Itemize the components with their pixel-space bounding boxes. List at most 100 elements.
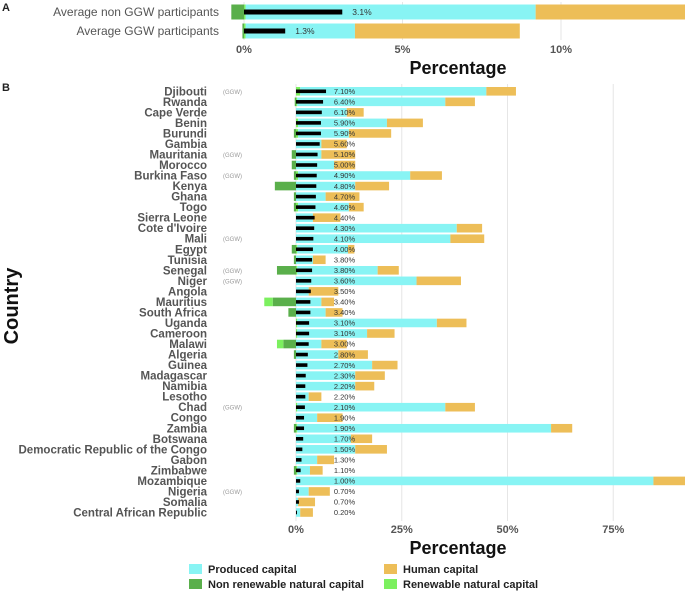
value-label: 3.80% [334,255,356,264]
ggw-tag: (GGW) [223,237,242,243]
value-label: 4.90% [334,171,356,180]
panel-a-row-label: Average non GGW participants [53,5,219,19]
value-label: 5.60% [334,140,356,149]
bar-human [416,276,461,286]
growth-marker [296,300,311,304]
bar-human [350,434,373,444]
bar-produced [296,223,457,233]
value-label: 1.70% [334,434,356,443]
country-row-burkina-faso: Burkina Faso (GGW) 4.90% [134,171,442,183]
country-label: Namibia [162,381,207,393]
value-label: 3.60% [334,277,356,286]
country-label: Mauritius [156,297,207,309]
growth-marker [296,152,318,157]
country-row-egypt: Egypt 4.00% [175,244,355,256]
bar-human [321,139,347,149]
country-label: Democratic Republic of the Congo [19,444,208,456]
country-row-benin: Benin 5.90% [175,118,423,130]
bar-nonrenewable [293,466,296,475]
bar-human [338,350,368,359]
country-label: Tunisia [168,255,208,267]
bar-human [317,413,343,423]
value-label: 4.80% [334,182,356,191]
panel-b: 0% 25% 50% 75% Djibouti (GGW) 7.10% Rwanda 6.40%… [19,84,685,536]
panel-b-label: B [2,82,10,94]
country-row-cape-verde: Cape Verde 6.10% [144,107,364,119]
panel-b-x-axis-title: Percentage [409,538,506,558]
bar-human [456,223,483,233]
value-label: 5.90% [334,119,356,128]
bar-produced [298,129,349,138]
growth-marker [296,384,306,388]
country-label: Lesotho [162,392,207,404]
ggw-tag: (GGW) [223,269,242,275]
legend-swatch-produced [189,564,202,574]
bar-produced [296,434,351,444]
country-label: Guinea [168,360,208,372]
growth-marker [296,173,317,178]
bar-human [355,445,387,454]
bar-human [298,497,316,507]
country-label: Burkina Faso [134,171,207,183]
growth-marker [296,489,299,494]
country-row-cote-d-ivoire: Cote d'Ivoire 4.30% [138,223,483,235]
country-row-madagascar: Madagascar 2.30% [141,371,385,383]
growth-marker [296,142,320,146]
bar-produced [296,276,417,286]
value-label: 1.90% [334,413,356,422]
country-row-zambia: Zambia 1.90% [167,423,573,435]
country-row-sierra-leone: Sierra Leone 4.40% [137,213,355,225]
country-label: Mauritania [149,149,207,161]
growth-marker [296,110,322,115]
country-label: Madagascar [141,371,208,383]
value-label: 0.70% [334,498,356,507]
value-label: 3.80% [334,266,356,275]
bar-nonrenewable [293,192,296,201]
growth-marker [296,194,316,199]
bar-human [321,297,335,307]
bar-produced [300,87,487,96]
bar-nonrenewable [276,266,296,275]
growth-marker [296,215,315,220]
country-row-senegal: Senegal (GGW) 3.80% [163,265,399,277]
country-label: Mozambique [137,476,207,488]
bar-human [377,266,399,275]
bar-renewable [264,297,273,307]
country-label: Somalia [163,497,208,509]
country-label: Botswana [153,434,208,446]
growth-marker [296,426,305,431]
panel-a-x-axis-title: Percentage [409,58,506,78]
growth-marker [296,447,303,452]
panel-b-x-tick-label: 75% [602,524,624,536]
country-label: Cote d'Ivoire [138,223,207,235]
country-row-cameroon: Cameroon 3.10% [150,328,395,340]
country-row-lesotho: Lesotho 2.20% [162,392,355,404]
country-row-democratic-republic-of-the-congo: Democratic Republic of the Congo 1.50% [19,444,387,456]
bar-produced [298,171,411,180]
bar-nonrenewable [293,350,296,359]
country-label: Central African Republic [73,508,207,520]
country-row-togo: Togo 4.60% [180,202,364,214]
value-label: 5.90% [334,129,356,138]
country-row-mozambique: Mozambique 1.00% [137,476,685,488]
bar-nonrenewable [293,171,296,180]
panel-a-marker [244,9,343,15]
panel-a: 0% 5% 10% Average non GGW participants 3.1% A… [53,2,685,56]
growth-marker [296,415,305,420]
bar-nonrenewable [274,181,296,191]
value-label: 2.20% [334,392,356,401]
growth-marker [296,226,315,230]
legend-label-human: Human capital [403,564,478,576]
bar-human [551,423,573,433]
growth-marker [296,257,313,262]
country-row-angola: Angola 3.50% [168,286,355,298]
growth-marker [296,321,310,325]
panel-a-bar-produced [245,4,536,20]
value-label: 3.40% [334,308,356,317]
bar-produced [296,371,356,380]
country-row-kenya: Kenya 4.80% [172,181,390,193]
bar-human [300,508,313,517]
growth-marker [296,289,311,294]
panel-a-bar-nonrenewable [242,23,244,39]
bar-nonrenewable [283,339,296,349]
